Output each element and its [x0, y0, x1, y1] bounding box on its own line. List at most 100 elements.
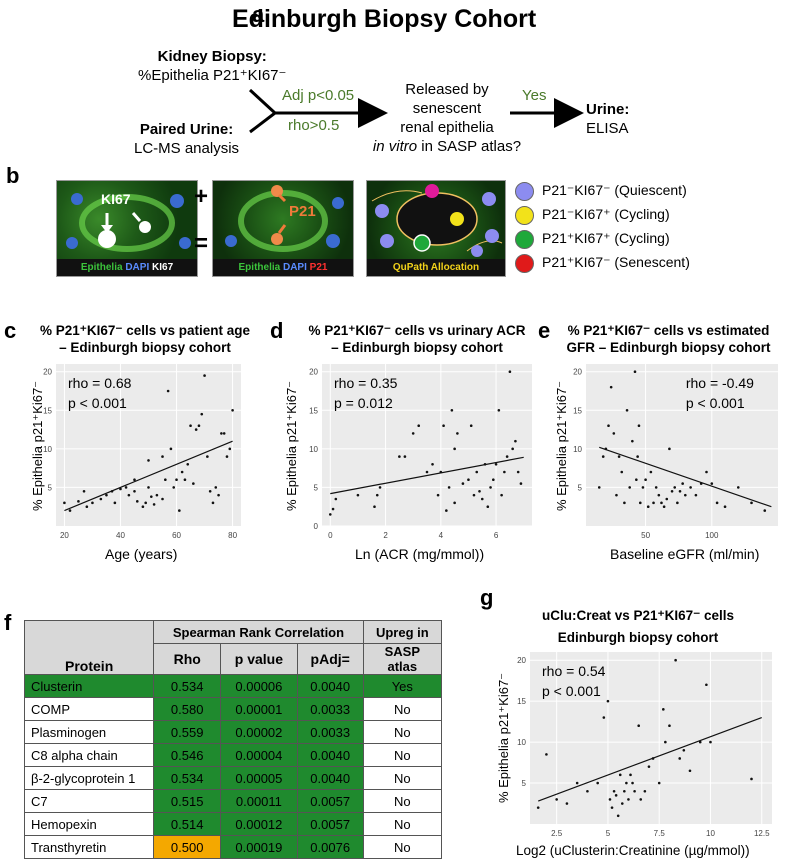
data-point: [161, 455, 164, 458]
data-point: [135, 500, 139, 503]
data-point: [147, 486, 150, 489]
regression-line: [537, 716, 762, 802]
y-tick-label: 10: [573, 445, 582, 454]
rho-cell: 0.500: [153, 835, 222, 859]
data-point: [82, 489, 86, 493]
panel-g-title: uClu:Creat vs P21⁺KI67⁻ cells Edinburgh …: [508, 605, 768, 649]
data-point: [681, 482, 684, 485]
y-tick-label: 10: [517, 738, 526, 747]
data-point: [500, 493, 503, 497]
data-point: [614, 794, 618, 797]
flow-arrows: [248, 88, 584, 134]
protein-cell: Transthyretin: [23, 835, 155, 859]
data-point: [133, 489, 136, 493]
rho-cell: 0.546: [153, 743, 222, 767]
pvalue-cell: 0.00012: [220, 812, 298, 836]
data-point: [141, 505, 145, 509]
rho-annotation: rho = 0.35: [334, 375, 398, 391]
data-point: [633, 370, 637, 374]
p21-stain-image: P21 Epithelia DAPI P21: [212, 180, 354, 277]
rho-cell: 0.534: [153, 766, 222, 790]
panel-b-label: b: [6, 163, 20, 188]
data-point: [150, 495, 153, 498]
y-tick-label: 10: [43, 445, 52, 454]
x-tick-label: 10: [706, 829, 715, 838]
legend-quiescent: P21⁻KI67⁻ (Quiescent): [515, 178, 690, 202]
y-tick-label: 5: [314, 483, 319, 492]
data-point: [763, 509, 767, 512]
data-point: [586, 789, 589, 793]
data-point: [192, 482, 195, 485]
data-point: [505, 455, 509, 458]
condition-adj-p: Adj p<0.05: [282, 87, 355, 104]
plot-background: [56, 364, 241, 526]
x-tick-label: 50: [641, 531, 650, 540]
panel-c-title-line2: – Edinburgh biopsy cohort: [59, 340, 231, 355]
panel-f-label: f: [4, 610, 12, 635]
data-point: [436, 493, 440, 497]
data-point: [147, 459, 150, 462]
data-point: [172, 486, 176, 489]
rho-annotation: rho = 0.68: [68, 375, 132, 391]
data-point: [453, 501, 456, 505]
data-point: [694, 493, 698, 497]
padj-cell: 0.0057: [296, 812, 364, 836]
data-point: [164, 478, 167, 482]
upreg-cell: No: [362, 697, 443, 721]
pvalue-cell: 0.00011: [220, 789, 298, 813]
data-point: [68, 509, 72, 512]
data-point: [511, 447, 514, 451]
y-tick-label: 5: [522, 779, 527, 788]
y-tick-label: 15: [309, 406, 318, 415]
data-point: [178, 509, 181, 512]
data-point: [668, 724, 671, 728]
data-point: [489, 486, 492, 489]
cycling-green-dot-icon: [515, 229, 534, 249]
data-point: [203, 374, 206, 377]
data-point: [631, 781, 634, 785]
data-point: [180, 470, 184, 474]
data-point: [456, 432, 459, 435]
y-tick-label: 20: [309, 368, 318, 377]
data-point: [684, 493, 687, 497]
table-row: Clusterin 0.534 0.00006 0.0040 Yes: [23, 674, 443, 698]
data-point: [398, 455, 401, 458]
panel-g-scatter: 2.5 5 7.5 10 12.5 5 10 15 20 rho = 0.54 p < 0.001: [517, 652, 772, 838]
data-point: [736, 486, 740, 489]
ki67-stain-image: KI67 Epithelia DAPI KI67: [56, 180, 198, 277]
data-point: [461, 482, 465, 485]
data-point: [641, 486, 645, 489]
data-point: [217, 493, 220, 497]
data-point: [155, 493, 159, 497]
upreg-cell: No: [362, 789, 443, 813]
data-point: [480, 497, 484, 501]
data-point: [689, 486, 692, 489]
question-line1: Released by: [405, 81, 489, 98]
kidney-biopsy-box: Kidney Biopsy: %Epithelia P21⁺KI67⁻: [138, 47, 286, 85]
data-point: [516, 470, 520, 474]
table-row: C8 alpha chain 0.546 0.00004 0.0040 No: [23, 743, 443, 767]
table-row: COMP 0.580 0.00001 0.0033 No: [23, 697, 443, 721]
rho-annotation: rho = 0.54: [542, 663, 606, 679]
data-point: [231, 408, 234, 412]
data-point: [166, 389, 170, 393]
paired-urine-title: Paired Urine:: [139, 121, 234, 138]
data-point: [555, 798, 558, 801]
data-point: [705, 470, 708, 474]
data-point: [545, 753, 548, 756]
p-annotation: p = 0.012: [334, 395, 393, 411]
panel-d-xlabel: Ln (ACR (mg/mmol)): [355, 546, 485, 562]
p21-caption: Epithelia DAPI P21: [213, 259, 353, 276]
protein-cell: Plasminogen: [23, 720, 155, 744]
col-padj-header: pAdj=: [296, 643, 364, 675]
x-tick-label: 80: [228, 531, 237, 540]
y-tick-label: 0: [314, 522, 319, 531]
kidney-biopsy-title: Kidney Biopsy:: [157, 48, 267, 65]
x-tick-label: 20: [60, 531, 69, 540]
x-tick-label: 60: [172, 531, 181, 540]
upreg-header-line1: Upreg in: [362, 620, 443, 644]
question-in-vitro: in vitro: [372, 138, 418, 155]
protein-cell: C7: [23, 789, 155, 813]
data-point: [654, 486, 658, 489]
table-row: Hemopexin 0.514 0.00012 0.0057 No: [23, 812, 443, 836]
